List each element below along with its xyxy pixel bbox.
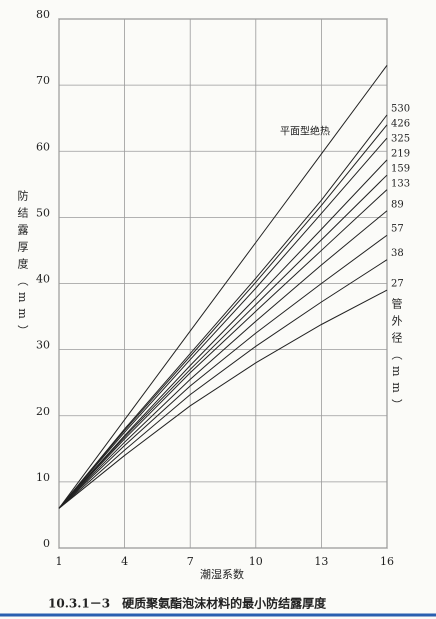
series-line xyxy=(58,159,388,509)
series-label: 27 xyxy=(391,279,404,290)
y-tick-label: 50 xyxy=(36,206,50,219)
x-tick-label: 1 xyxy=(56,555,63,568)
series-label: 89 xyxy=(391,199,404,210)
series-label: 38 xyxy=(391,248,404,259)
series-label: 133 xyxy=(391,179,410,190)
series-line xyxy=(58,174,388,509)
x-tick-label: 16 xyxy=(380,555,394,568)
series-label: 530 xyxy=(391,103,410,114)
series-label: 159 xyxy=(391,164,410,175)
series-label: 325 xyxy=(391,133,410,144)
y-axis-label: 防结露厚度（mm） xyxy=(16,189,29,342)
y-tick-label: 20 xyxy=(36,405,50,418)
y-tick-label: 0 xyxy=(43,537,50,550)
series-line xyxy=(58,234,388,509)
y-tick-label: 80 xyxy=(36,8,50,21)
series-line xyxy=(58,124,388,509)
series-label: 426 xyxy=(391,118,410,129)
y-tick-label: 70 xyxy=(36,74,50,87)
series-line xyxy=(58,189,388,509)
series-line xyxy=(58,64,388,509)
series-line xyxy=(58,114,388,509)
x-tick-label: 4 xyxy=(121,555,128,568)
x-tick-label: 13 xyxy=(314,555,328,568)
series-line xyxy=(58,289,388,509)
x-tick-label: 10 xyxy=(249,555,263,568)
x-axis-label: 潮湿系数 xyxy=(200,567,244,581)
series-label: 平面型绝热 xyxy=(280,125,330,138)
y-tick-label: 60 xyxy=(36,140,50,153)
series-line xyxy=(58,137,388,509)
series-label: 219 xyxy=(391,148,410,159)
y-tick-label: 30 xyxy=(36,339,50,352)
x-tick-label: 7 xyxy=(187,555,194,568)
y-tick-label: 10 xyxy=(36,471,50,484)
legend-title: 管外径（mm） xyxy=(390,297,403,416)
caption: 10.3.1－3 硬质聚氨酯泡沫材料的最小防结露厚度 xyxy=(48,596,327,611)
series-line xyxy=(58,259,388,509)
series-line xyxy=(58,210,388,509)
series-label: 57 xyxy=(391,224,404,235)
y-tick-label: 40 xyxy=(36,273,50,286)
